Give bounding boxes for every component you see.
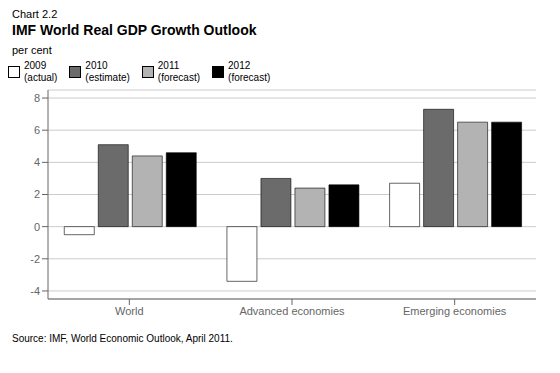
svg-text:2: 2 — [34, 188, 40, 200]
html-text:Chart 2.2: Chart 2.2 — [12, 8, 58, 20]
html-text:Source: IMF, World Economic Ou: Source: IMF, World Economic Outlook, Apr… — [12, 333, 233, 344]
svg-text:Emerging economies: Emerging economies — [403, 305, 507, 317]
svg-text:World: World — [115, 305, 144, 317]
svg-text:-4: -4 — [30, 285, 40, 297]
html-text:IMF World Real GDP Growth Outl: IMF World Real GDP Growth Outlook — [12, 22, 257, 38]
html-text:(forecast): (forecast) — [157, 72, 200, 83]
svg-text:6: 6 — [34, 124, 40, 136]
svg-text:0: 0 — [34, 221, 40, 233]
html-text:2012: 2012 — [228, 60, 251, 71]
html-text:(estimate): (estimate) — [85, 72, 130, 83]
html-text:(forecast): (forecast) — [228, 72, 271, 83]
html-text:2011: 2011 — [157, 60, 180, 71]
html-text:2010: 2010 — [85, 60, 108, 71]
svg-text:4: 4 — [34, 156, 40, 168]
svg-text:Advanced economies: Advanced economies — [239, 305, 345, 317]
html-text:(actual): (actual) — [24, 72, 58, 83]
html-text:2009: 2009 — [24, 60, 47, 71]
svg-text:-2: -2 — [30, 253, 40, 265]
svg-text:8: 8 — [34, 92, 40, 104]
html-text:per cent: per cent — [12, 44, 52, 56]
